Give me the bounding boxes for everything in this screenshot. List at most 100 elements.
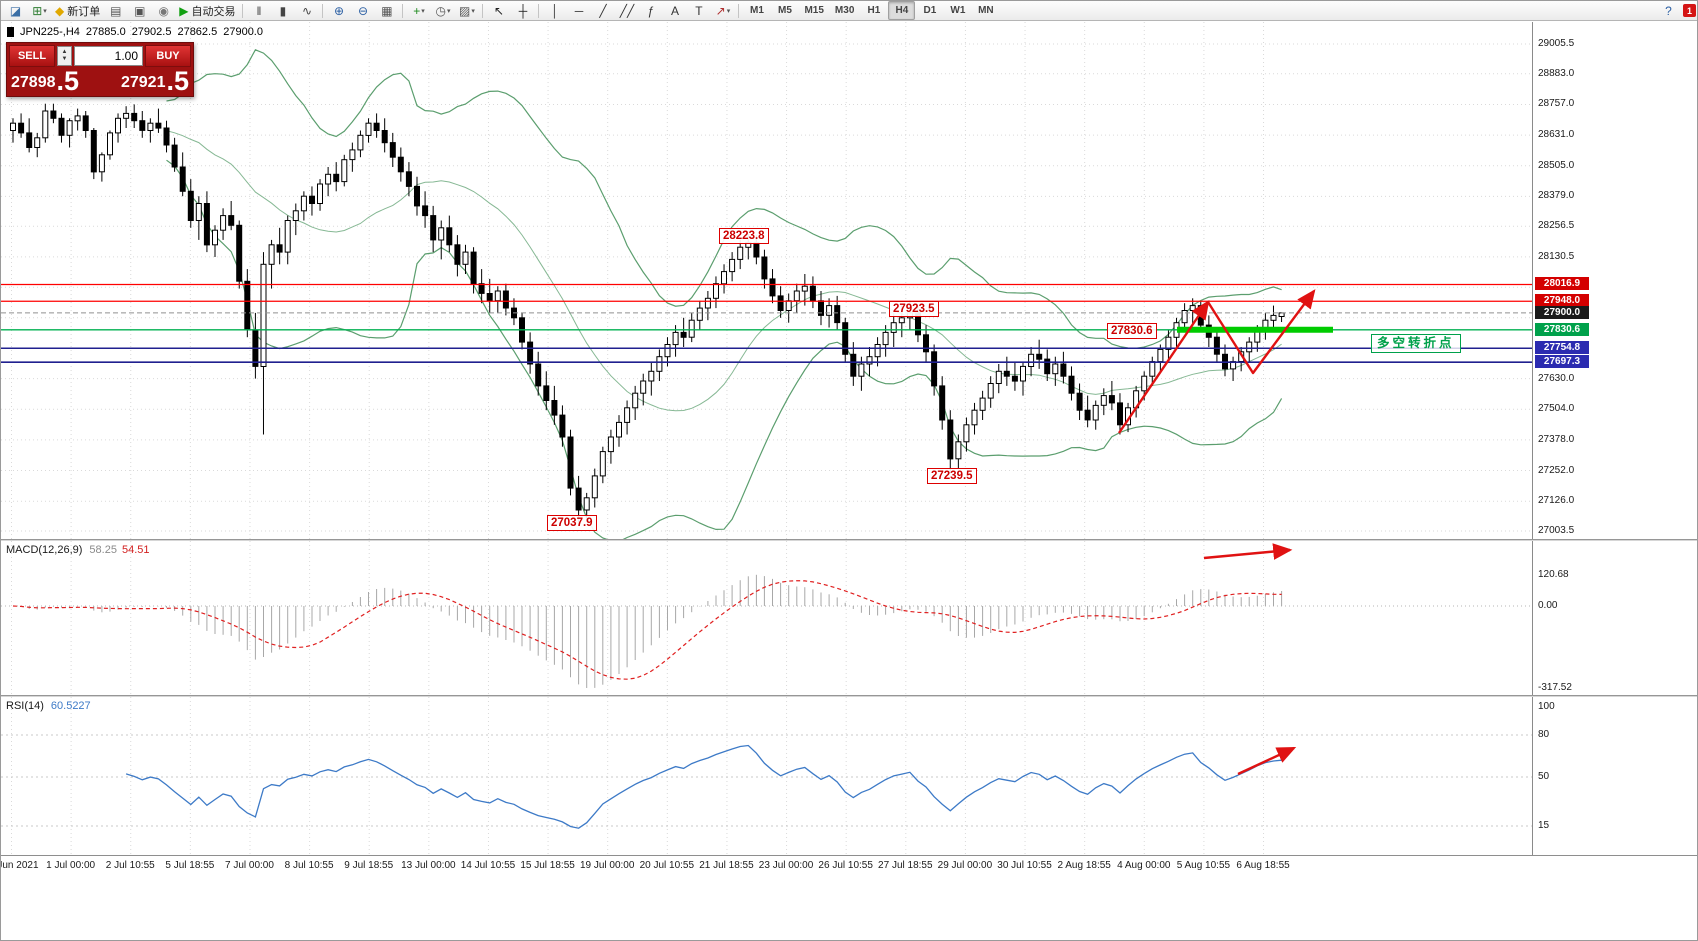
market-watch-button[interactable]: ▤ [104,1,127,20]
timeframe-d1-button[interactable]: D1 [923,5,937,16]
time-axis-label: 1 Jul 00:00 [46,860,96,871]
time-axis-label: 29 Jul 00:00 [937,860,993,871]
trend-arrow[interactable] [1118,300,1210,434]
chevron-down-icon: ▾ [726,7,731,15]
timeframe-h4-button[interactable]: H4 [888,1,916,20]
time-axis-label: 5 Jul 18:55 [165,860,215,871]
price-callout[interactable]: 28223.8 [719,228,769,244]
arrows-button[interactable]: ↗ ▾ [711,1,734,20]
sell-button[interactable]: SELL [9,45,55,67]
price-callout[interactable]: 27037.9 [547,515,597,531]
stepper-up-icon[interactable]: ▲ [61,49,68,55]
arrows-icon: ↗ [715,3,726,18]
chevron-down-icon: ▾ [421,7,425,15]
trend-arrow[interactable] [1203,543,1293,560]
annotation-note[interactable]: 多空转折点 [1371,334,1461,353]
price-chart[interactable] [1,22,1533,539]
price-axis-tick: 28130.5 [1538,251,1575,262]
macd-axis-label: 0.00 [1538,600,1558,611]
new-order-icon: ◆ [55,3,65,18]
help-button[interactable]: ? [1657,1,1680,20]
macd-chart[interactable] [1,541,1533,695]
bottom-filler [1,875,1697,940]
timeframe-m15-button[interactable]: M15 [804,5,824,16]
stepper-down-icon[interactable]: ▼ [61,56,68,62]
timeframe-m1-button[interactable]: M1 [750,5,764,16]
trend-arrow[interactable] [1237,746,1297,776]
periods-button[interactable]: ◷ ▾ [431,1,454,20]
price-axis-tick: 28757.0 [1538,98,1575,109]
tile-windows-button[interactable]: ▦ [375,1,398,20]
main-chart-panel[interactable]: JPN225-,H4 27885.0 27902.5 27862.5 27900… [1,22,1697,539]
timeframe-h1-button[interactable]: H1 [867,5,881,16]
channel-button[interactable]: ╱╱ [615,1,638,20]
time-axis-label: 8 Jul 10:55 [284,860,334,871]
trend-arrow[interactable] [1206,289,1316,375]
macd-panel[interactable]: MACD(12,26,9) 58.25 54.51 120.68 0.00 -317.5… [1,541,1697,695]
trendline-button[interactable]: ╱ [591,1,614,20]
timeframe-m5-button[interactable]: M5 [778,5,792,16]
toolbar-separator [738,3,740,18]
crosshair-icon: ┼ [518,3,528,18]
price-axis-label: 27830.6 [1535,323,1589,336]
bar-chart-button[interactable]: ‖ [247,1,270,20]
channel-icon: ╱╱ [619,3,635,18]
label-button[interactable]: T [687,1,710,20]
timeframe-w1-button[interactable]: W1 [950,5,966,16]
templates-button[interactable]: ▨ ▾ [455,1,478,20]
text-button[interactable]: A [663,1,686,20]
price-callout[interactable]: 27239.5 [927,468,977,484]
vertical-line-button[interactable]: │ [543,1,566,20]
timeframe-mn-button[interactable]: MN [978,5,994,16]
volume-stepper[interactable]: ▲ ▼ [57,46,72,66]
line-chart-button[interactable]: ∿ [295,1,318,20]
data-window-button[interactable]: ▣ [128,1,151,20]
panel-separator[interactable] [1,695,1697,697]
time-axis-label: 7 Jul 00:00 [225,860,274,871]
rsi-chart[interactable] [1,697,1533,855]
rsi-label: RSI(14) 60.5227 [6,700,91,712]
time-axis-label: 5 Aug 10:55 [1176,860,1231,871]
sell-price-display[interactable]: 27898.5 [11,66,80,96]
indicators-button[interactable]: + ▾ [407,1,430,20]
new-chart-icon: ⊞ [32,3,43,18]
new-order-button[interactable]: ◆ 新订单 [55,3,101,18]
chart-icon [7,27,14,37]
text-icon: A [670,3,679,18]
alerts-button[interactable]: ◉ [152,1,175,20]
buy-price-display[interactable]: 27921.5 [120,66,189,96]
candlestick-button[interactable]: ▮ [271,1,294,20]
volume-input[interactable]: 1.00 [74,46,143,66]
zoom-out-button[interactable]: ⊖ [351,1,374,20]
templates-icon: ▨ [459,3,471,18]
fibonacci-button[interactable]: ƒ [639,1,662,20]
macd-axis-label: 120.68 [1538,569,1569,580]
time-axis-label: 20 Jul 10:55 [639,860,695,871]
rsi-panel[interactable]: RSI(14) 60.5227 100 80 50 15 [1,697,1697,855]
notification-badge[interactable]: 1 [1683,4,1696,17]
price-callout[interactable]: 27923.5 [889,301,939,317]
price-axis-label: 28016.9 [1535,277,1589,290]
cursor-button[interactable]: ↖ [487,1,510,20]
data-window-icon: ▣ [134,3,146,18]
zoom-in-button[interactable]: ⊕ [327,1,350,20]
time-axis-label: 6 Aug 18:55 [1236,860,1290,871]
timeframe-m30-button[interactable]: M30 [834,5,855,16]
horizontal-line-button[interactable]: ─ [567,1,590,20]
panel-separator[interactable] [1,539,1697,541]
zoom-in-icon: ⊕ [333,3,344,18]
autotrading-button[interactable]: ▶ 自动交易 [179,3,236,18]
time-axis[interactable]: 29 Jun 2021 1 Jul 00:00 2 Jul 10:55 5 Jul 1… [1,855,1697,875]
price-axis-tick: 27630.0 [1538,373,1575,384]
chevron-down-icon: ▾ [446,7,451,15]
low-value: 27862.5 [177,26,218,38]
toolbar: ◪ ⊞ ▾ ◆ 新订单 ▤ ▣ ◉ ▶ 自动交易 ‖ ▮ ∿ ⊕ ⊖ ▦ + ▾ ◷ ▾ ▨ ▾ ↖ ┼ │ ─ ╱ ╱╱ ƒ A T ↗ ▾ M… [1,1,1697,21]
app-icon[interactable]: ◪ [4,1,27,20]
bar-chart-icon: ‖ [256,3,262,18]
buy-button[interactable]: BUY [145,45,191,67]
price-axis-tick: 29005.5 [1538,38,1575,49]
price-callout[interactable]: 27830.6 [1107,323,1157,339]
new-chart-button[interactable]: ⊞ ▾ [28,1,51,20]
crosshair-button[interactable]: ┼ [511,1,534,20]
time-axis-label: 15 Jul 18:55 [520,860,575,871]
